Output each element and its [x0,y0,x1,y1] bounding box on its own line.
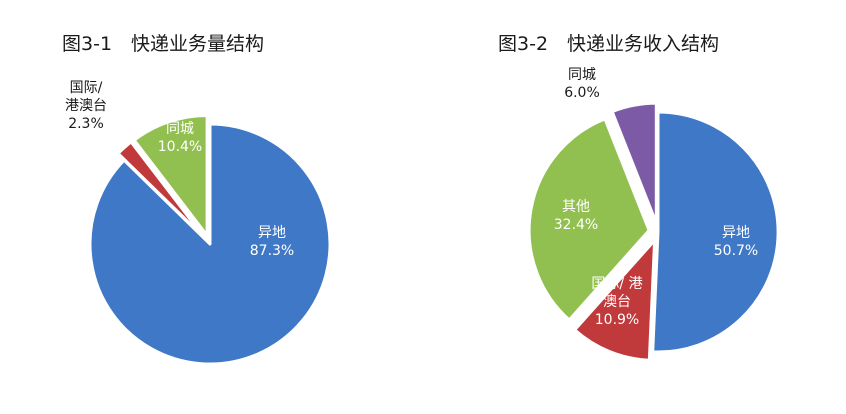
pie2-slice-3 [610,101,658,225]
pie1-value-2: 10.4% [158,139,202,155]
pie2-slice-0 [651,110,780,354]
chart1-title: 图3-1 快递业务量结构 [62,33,264,55]
pie1-label-2: 同城 10.4% [158,121,202,155]
pie1-slice-0 [88,122,332,366]
chart2-title: 图3-2 快递业务收入结构 [498,33,719,55]
pie1-label-0: 异地 87.3% [250,225,294,259]
pie1-value-1: 2.3% [68,116,104,132]
pie2-slice-2 [527,117,651,322]
pie2-label-1: 国际/ 港澳台 10.9% [591,276,642,328]
pie-chart-2: 异地 50.7% 国际/ 港澳台 10.9% 其他 32.4% 同城 6.0% [527,67,780,362]
pie1-value-0: 87.3% [250,243,294,259]
pie2-value-3: 6.0% [564,85,600,101]
pie2-label-2: 其他 32.4% [554,199,598,233]
pie2-value-1: 10.9% [595,312,639,328]
pie2-value-2: 32.4% [554,217,598,233]
pie2-label-0: 异地 50.7% [714,225,758,259]
pie2-label-3: 同城 6.0% [564,67,600,101]
pie1-slice-1 [116,140,206,239]
pie2-value-0: 50.7% [714,243,758,259]
pie1-slice-2 [132,113,209,237]
pie2-slice-1 [573,238,657,362]
pie1-label-1: 国际/港澳台 2.3% [65,80,107,132]
pie-chart-1: 异地 87.3% 国际/港澳台 2.3% 同城 10.4% [65,80,332,366]
